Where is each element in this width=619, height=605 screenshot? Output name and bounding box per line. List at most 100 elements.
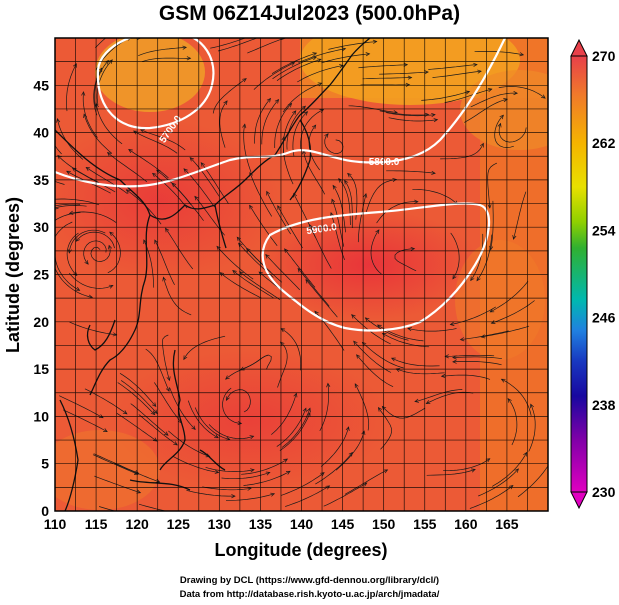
- y-tick-label: 25: [33, 267, 49, 283]
- streamline-arrow: [431, 112, 436, 117]
- streamline-arrow: [305, 279, 310, 284]
- streamline-arrow: [151, 172, 157, 178]
- streamline: [55, 205, 87, 209]
- streamline: [107, 231, 121, 274]
- x-tick-label: 110: [44, 516, 67, 532]
- streamline-arrow: [265, 254, 270, 259]
- streamline-arrow: [72, 63, 77, 68]
- streamline-arrow: [250, 468, 255, 473]
- streamline: [347, 173, 358, 220]
- streamline: [120, 380, 158, 414]
- streamline-arrow: [200, 162, 205, 167]
- streamline-arrow: [471, 468, 476, 473]
- x-tick-label: 150: [372, 516, 396, 532]
- streamline-arrow: [265, 471, 271, 476]
- streamline: [107, 152, 148, 183]
- streamline: [407, 328, 457, 332]
- streamline: [55, 181, 65, 185]
- streamline: [208, 424, 254, 439]
- streamline-arrow: [331, 198, 336, 204]
- streamline: [450, 306, 496, 325]
- streamline: [168, 430, 210, 457]
- streamline: [490, 200, 494, 250]
- streamline-arrow: [242, 78, 247, 83]
- streamline-arrow: [128, 38, 131, 41]
- streamline: [162, 334, 170, 381]
- streamline-arrow: [452, 359, 457, 364]
- streamline: [243, 470, 291, 486]
- streamline: [55, 221, 73, 238]
- streamline-arrow: [24, 236, 27, 240]
- streamline: [414, 389, 463, 402]
- streamline: [83, 113, 113, 154]
- streamline-arrow: [390, 357, 396, 362]
- y-tick-labels: 0 5 10 15 20 25 30 35 40 45: [33, 77, 49, 519]
- streamline: [297, 65, 344, 83]
- streamline: [69, 211, 117, 223]
- contour-label-5800: 5800.0: [369, 157, 400, 168]
- colorbar-top-arrow: [570, 38, 588, 57]
- streamline-arrow: [285, 470, 291, 475]
- streamline-arrow: [325, 485, 331, 490]
- streamline-arrow: [237, 421, 243, 426]
- streamline-arrow: [477, 69, 482, 74]
- y-tick-label: 45: [33, 77, 49, 93]
- x-tick-label: 135: [249, 516, 273, 532]
- streamline: [114, 462, 160, 483]
- streamline: [335, 431, 365, 471]
- temperature-field: [55, 38, 548, 511]
- streamline-arrow: [332, 184, 337, 190]
- y-tick-label: 5: [41, 456, 49, 472]
- streamline-arrow: [277, 205, 282, 210]
- streamline: [487, 162, 498, 208]
- streamline: [440, 143, 484, 160]
- streamline: [391, 357, 440, 367]
- streamline: [63, 409, 108, 432]
- streamline: [261, 99, 279, 145]
- streamline: [133, 130, 178, 154]
- streamline: [274, 103, 292, 148]
- streamline: [202, 486, 252, 491]
- streamline-arrow: [499, 114, 504, 120]
- colorbar-label: 262: [592, 135, 616, 151]
- streamline: [69, 272, 114, 289]
- streamline: [357, 193, 367, 243]
- streamline-arrow: [153, 409, 158, 414]
- streamline-arrow: [266, 97, 272, 103]
- streamline-arrow: [480, 334, 486, 339]
- streamline: [169, 387, 196, 430]
- streamline-arrow: [225, 396, 230, 402]
- streamline-arrow: [449, 321, 455, 326]
- streamline: [265, 254, 301, 291]
- streamline-arrow: [108, 59, 113, 64]
- streamline: [303, 150, 326, 195]
- streamline: [232, 270, 274, 299]
- streamline: [370, 229, 382, 275]
- streamline-arrow: [231, 494, 236, 499]
- streamline-arrow: [497, 122, 502, 128]
- streamline-arrow: [452, 274, 457, 280]
- streamline: [443, 458, 490, 472]
- streamline: [507, 398, 518, 446]
- streamline: [94, 60, 109, 107]
- streamline: [476, 234, 493, 281]
- streamline-arrow: [372, 39, 378, 44]
- streamline-arrow: [487, 87, 493, 92]
- streamline-arrow: [266, 190, 271, 196]
- streamline: [379, 71, 429, 75]
- streamline: [219, 100, 228, 148]
- streamline-arrow: [508, 485, 514, 490]
- streamline-arrow: [125, 189, 131, 194]
- streamline: [55, 145, 62, 155]
- y-tick-label: 30: [33, 219, 49, 235]
- streamline-arrow: [513, 90, 519, 96]
- colorbar-label: 230: [592, 484, 616, 500]
- streamline-arrow: [354, 383, 359, 388]
- streamline: [298, 48, 346, 63]
- streamline: [492, 452, 528, 487]
- streamline-arrow: [403, 62, 409, 67]
- streamline: [286, 105, 306, 150]
- streamline: [222, 387, 242, 424]
- streamline: [528, 404, 536, 452]
- streamline-arrow: [330, 212, 335, 217]
